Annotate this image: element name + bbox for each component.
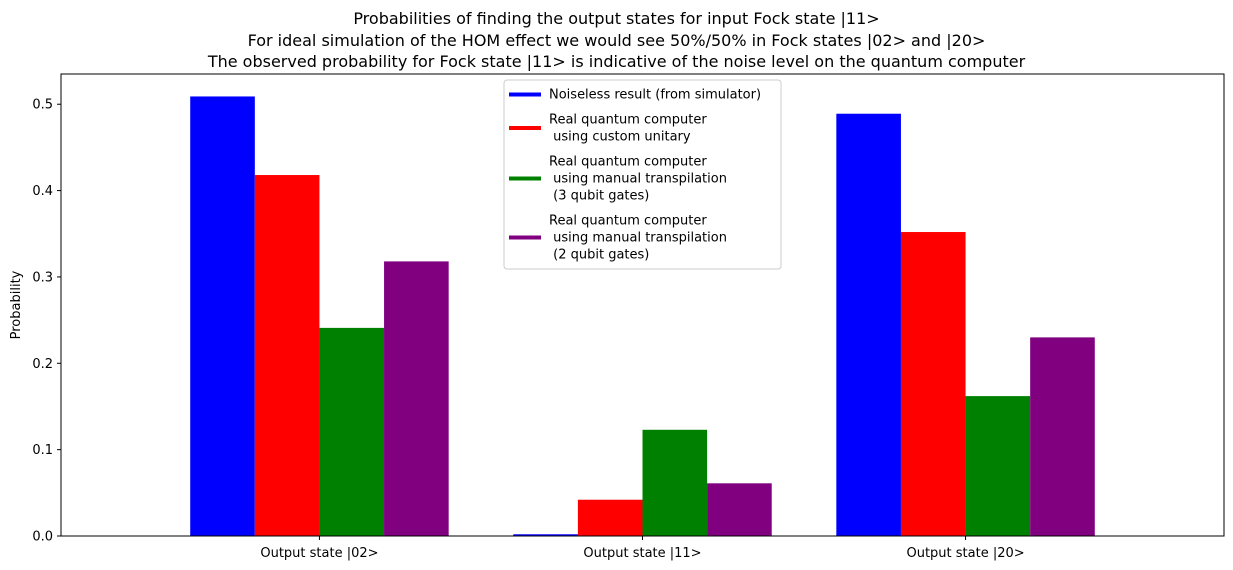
bars-group: [190, 96, 1095, 537]
y-tick-label: 0.0: [32, 530, 53, 545]
legend-label: Real quantum computer using manual trans…: [549, 155, 727, 204]
bar: [319, 327, 385, 536]
x-axis: Output state |02> Output state |11> Output…: [260, 536, 1025, 561]
bar: [1030, 337, 1095, 536]
bar: [836, 113, 901, 537]
bar: [254, 175, 320, 536]
y-tick-label: 0.4: [32, 184, 53, 199]
y-axis-label: Probability: [9, 270, 24, 339]
x-tick-label: Output state |11>: [583, 546, 701, 561]
chart-title-line-2: For ideal simulation of the HOM effect w…: [247, 31, 986, 50]
legend-label: Noiseless result (from simulator): [549, 88, 761, 103]
y-tick-label: 0.1: [32, 443, 53, 458]
legend-label: Real quantum computer using manual trans…: [549, 214, 727, 263]
legend-label: Real quantum computer using custom unita…: [549, 113, 707, 145]
bar: [707, 483, 772, 536]
y-axis: 0.0 0.1 0.2 0.3 0.4 0.5: [32, 98, 61, 545]
legend: Noiseless result (from simulator) Real qu…: [503, 79, 782, 270]
plot-frame: [60, 73, 1225, 537]
bar: [965, 396, 1031, 536]
bar: [577, 499, 643, 536]
x-tick-label: Output state |20>: [906, 546, 1024, 561]
bar: [190, 96, 255, 537]
chart-title-line-1: Probabilities of finding the output stat…: [353, 9, 880, 28]
legend-box: [503, 79, 782, 270]
bar: [900, 232, 966, 536]
bar: [642, 429, 708, 536]
y-tick-label: 0.2: [32, 357, 53, 372]
y-tick-label: 0.5: [32, 98, 53, 113]
x-tick-label: Output state |02>: [260, 546, 378, 561]
bar: [384, 261, 449, 536]
chart-title-line-3: The observed probability for Fock state …: [207, 52, 1026, 71]
bar: [513, 534, 578, 536]
y-tick-label: 0.3: [32, 270, 53, 285]
